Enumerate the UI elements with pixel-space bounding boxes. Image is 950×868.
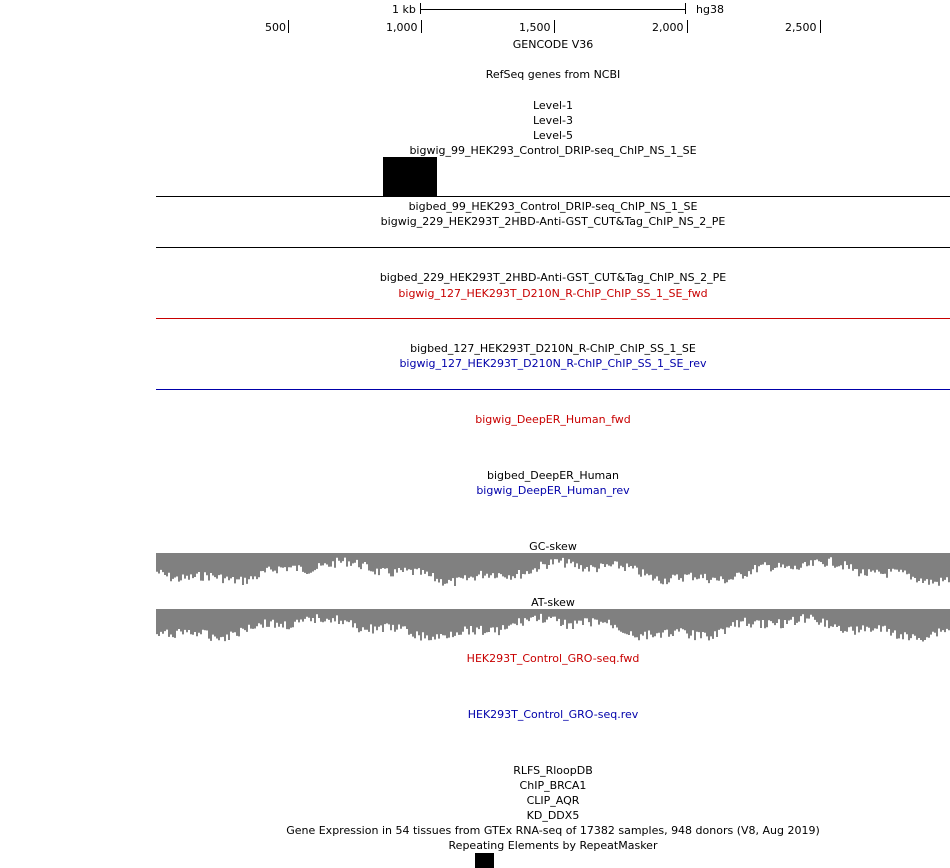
track-label-gro-fwd[interactable]: HEK293T_Control_GRO-seq.fwd (466, 652, 640, 665)
ruler-tick (288, 20, 289, 33)
ruler-tick (687, 20, 688, 33)
ruler-tick-label: 2,500 (785, 21, 817, 34)
track-label-gtex[interactable]: Gene Expression in 54 tissues from GTEx … (286, 824, 820, 837)
ruler-tick-label: 1,500 (519, 21, 551, 34)
track-baseline (156, 247, 950, 248)
track-label-refseq[interactable]: RefSeq genes from NCBI (485, 68, 621, 81)
ruler-tick-label: 2,000 (652, 21, 684, 34)
track-label-deeper-fwd[interactable]: bigwig_DeepER_Human_fwd (475, 413, 631, 426)
ruler-tick (421, 20, 422, 33)
assembly-label: hg38 (696, 3, 724, 16)
scale-bar (420, 9, 685, 10)
track-label-repeatmasker[interactable]: Repeating Elements by RepeatMasker (448, 839, 658, 852)
scale-label: 1 kb (392, 3, 416, 16)
ruler-tick (820, 20, 821, 33)
track-label-rlfs[interactable]: RLFS_RloopDB (513, 764, 593, 777)
track-label-level1[interactable]: Level-1 (532, 99, 573, 112)
track-label-bigwig-99[interactable]: bigwig_99_HEK293_Control_DRIP-seq_ChIP_N… (409, 144, 697, 157)
track-label-bigbed-229[interactable]: bigbed_229_HEK293T_2HBD-Anti-GST_CUT&Tag… (379, 271, 727, 284)
track-label-level5[interactable]: Level-5 (532, 129, 573, 142)
ruler-tick-label: 1,000 (386, 21, 418, 34)
signal-peak[interactable] (383, 157, 437, 197)
track-label-gc-skew[interactable]: GC-skew (529, 540, 577, 553)
repeat-element[interactable] (475, 853, 494, 868)
track-label-bigbed-99[interactable]: bigbed_99_HEK293_Control_DRIP-seq_ChIP_N… (408, 200, 698, 213)
gc-skew-plot[interactable] (156, 553, 950, 595)
track-label-bigbed-127[interactable]: bigbed_127_HEK293T_D210N_R-ChIP_ChIP_SS_… (410, 342, 696, 355)
track-label-gencode[interactable]: GENCODE V36 (512, 38, 594, 51)
track-label-bigwig-127-rev[interactable]: bigwig_127_HEK293T_D210N_R-ChIP_ChIP_SS_… (399, 357, 707, 370)
scale-bar-left-end (420, 3, 421, 14)
track-label-gro-rev[interactable]: HEK293T_Control_GRO-seq.rev (467, 708, 639, 721)
track-label-clip-aqr[interactable]: CLIP_AQR (526, 794, 580, 807)
track-baseline (156, 196, 950, 197)
scale-bar-right-end (685, 3, 686, 14)
at-skew-plot[interactable] (156, 609, 950, 651)
track-label-level3[interactable]: Level-3 (532, 114, 573, 127)
ruler-tick (554, 20, 555, 33)
track-baseline-fwd (156, 318, 950, 319)
track-label-deeper-bed[interactable]: bigbed_DeepER_Human (486, 469, 619, 482)
ruler-tick-label: 500 (265, 21, 286, 34)
track-label-bigwig-127-fwd[interactable]: bigwig_127_HEK293T_D210N_R-ChIP_ChIP_SS_… (398, 287, 708, 300)
track-label-at-skew[interactable]: AT-skew (531, 596, 575, 609)
track-baseline-rev (156, 389, 950, 390)
track-label-deeper-rev[interactable]: bigwig_DeepER_Human_rev (476, 484, 630, 497)
track-label-bigwig-229[interactable]: bigwig_229_HEK293T_2HBD-Anti-GST_CUT&Tag… (380, 215, 726, 228)
track-label-chip-brca1[interactable]: ChIP_BRCA1 (519, 779, 587, 792)
track-label-kd-ddx5[interactable]: KD_DDX5 (526, 809, 580, 822)
